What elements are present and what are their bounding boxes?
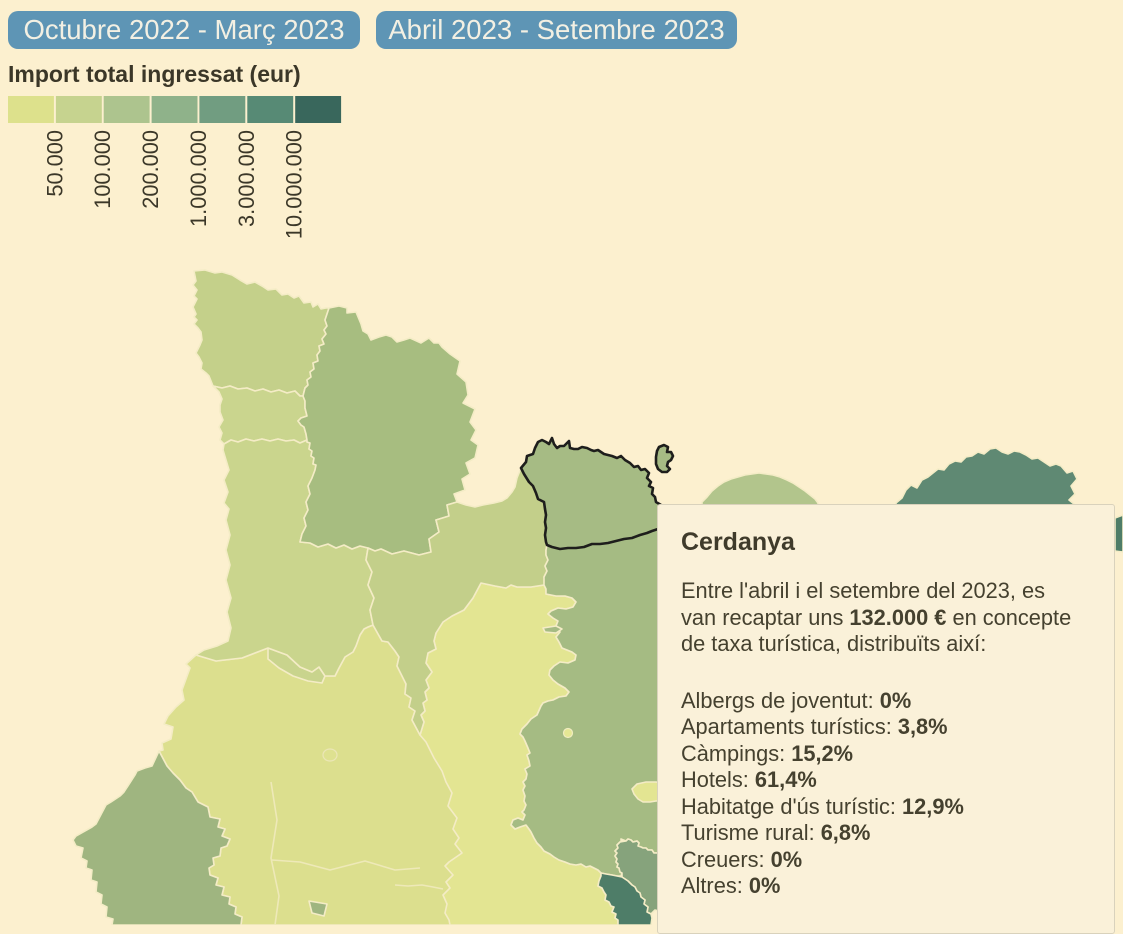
- svg-text:50.000: 50.000: [42, 130, 67, 197]
- svg-text:200.000: 200.000: [138, 130, 163, 209]
- svg-text:3.000.000: 3.000.000: [234, 130, 259, 227]
- svg-text:10.000.000: 10.000.000: [282, 130, 307, 239]
- svg-text:100.000: 100.000: [90, 130, 115, 209]
- svg-text:1.000.000: 1.000.000: [186, 130, 211, 227]
